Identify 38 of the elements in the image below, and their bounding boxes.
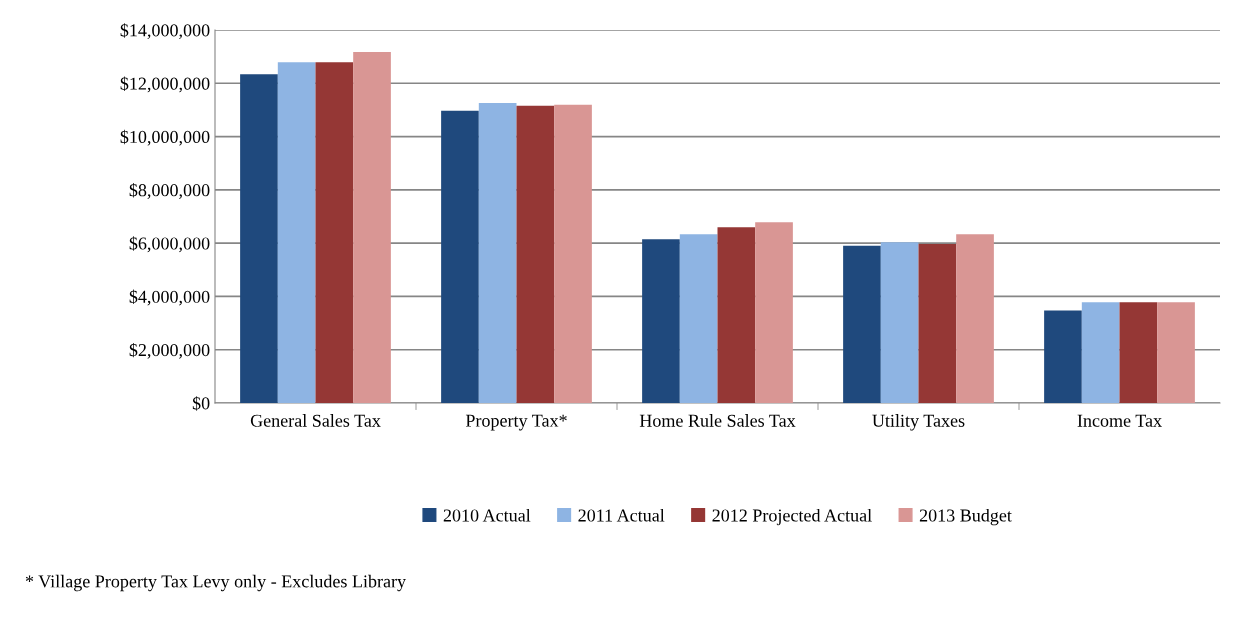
y-tick-label: $10,000,000	[120, 129, 210, 146]
bar	[441, 110, 479, 403]
bar	[1081, 302, 1120, 403]
y-tick-label: $4,000,000	[129, 289, 210, 306]
x-tick-label: General Sales Tax	[250, 414, 381, 427]
x-tick-label: Property Tax*	[465, 414, 567, 431]
bar	[717, 227, 756, 403]
bar	[843, 245, 881, 403]
y-tick-label: $0	[192, 396, 210, 411]
text: * Village Property Tax Levy only - Excludes Library	[25, 574, 407, 592]
bar	[240, 74, 278, 403]
bar	[918, 243, 957, 403]
x-tick-label: Utility Taxes	[872, 414, 965, 431]
legend-label: 2013 Budget	[919, 508, 1012, 526]
bar	[1119, 302, 1158, 403]
bar	[1157, 302, 1195, 403]
bar	[353, 52, 391, 403]
y-tick-label: $6,000,000	[129, 236, 210, 253]
y-tick-label: $12,000,000	[120, 76, 210, 93]
x-tick-label: Income Tax	[1077, 414, 1162, 427]
legend-label: 2012 Projected Actual	[712, 508, 872, 526]
bar	[755, 222, 793, 403]
y-tick-label: $14,000,000	[120, 23, 210, 40]
y-tick-label: $2,000,000	[129, 342, 210, 359]
bar	[516, 105, 555, 403]
legend-label: 2010 Actual	[443, 508, 531, 522]
x-tick-label: Home Rule Sales Tax	[639, 414, 796, 427]
bar	[277, 62, 316, 403]
bar	[554, 104, 592, 403]
y-tick-label: $8,000,000	[129, 183, 210, 199]
bar	[642, 239, 680, 403]
bar	[478, 103, 517, 403]
bar	[315, 62, 354, 403]
bar	[1044, 310, 1082, 403]
bar	[956, 234, 994, 403]
bar	[679, 234, 718, 403]
legend-label: 2011 Actual	[578, 508, 665, 522]
bar	[880, 242, 919, 403]
